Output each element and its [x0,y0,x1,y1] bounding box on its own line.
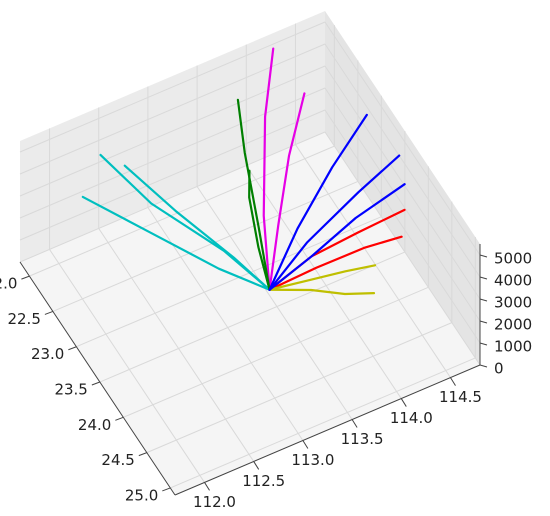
tick-mark [302,440,309,449]
x-tick-label: 23.5 [54,381,87,399]
grid-line [52,180,359,312]
tick-mark [138,452,147,457]
trajectory [268,113,368,291]
grid-line [324,21,481,256]
tick-mark [479,254,488,258]
tick-mark [21,275,30,280]
x-tick-label: 22.0 [0,275,17,293]
tick-mark [204,482,210,491]
trajectory [268,264,377,291]
right-wall-pane [325,11,480,365]
grid-line [324,65,481,300]
z-tick-label: 3000 [494,294,532,312]
grid-line [324,87,481,322]
tick-mark [68,346,77,351]
y-tick-label: 114.5 [439,388,482,406]
y-tick-label: 113.5 [341,430,384,448]
grid-line [49,249,205,483]
grid-line [147,207,304,441]
z-tick-label: 0 [494,360,504,378]
x-tick-label: 24.0 [78,416,111,434]
z-tick-label: 5000 [494,250,532,268]
tick-mark [479,364,488,368]
tick-mark [162,487,171,492]
tick-mark [450,377,456,386]
x-tick-label: 23.0 [31,345,64,363]
x-tick-label: 25.0 [125,486,158,504]
grid-line [19,65,326,197]
grid-line [245,165,402,399]
y-tick-label: 114.0 [390,409,433,427]
grid-line [170,357,476,489]
y-axis-line [174,364,481,496]
tick-mark [479,276,488,280]
grid-line [324,43,481,278]
grid-line [19,87,326,219]
z-tick-label: 1000 [494,338,532,356]
grid-line [99,251,406,383]
trajectory [268,154,401,291]
grid-line [196,186,353,420]
trajectory [268,92,306,291]
grid-line [295,144,451,378]
grid-line [19,21,326,153]
x-tick-label: 22.5 [7,310,40,328]
left-wall-pane [20,11,325,262]
tick-mark [44,310,54,315]
grid-line [19,131,326,263]
z-tick-label: 4000 [494,272,532,290]
tick-mark [479,320,488,324]
grid-line [19,109,326,241]
trajectory [262,47,275,291]
z-tick-label: 2000 [494,316,532,334]
trajectory [268,183,406,291]
trajectory [268,235,403,291]
trajectory [236,98,271,291]
y-tick-label: 112.5 [242,472,285,490]
y-tick-label: 112.0 [193,493,236,511]
grid-line [324,131,481,366]
tick-mark [253,461,260,470]
x-tick-label: 24.5 [101,451,134,469]
floor-pane [20,132,480,495]
trajectory [123,164,271,291]
tick-mark [479,298,488,302]
trajectory [268,288,376,296]
grid-line [98,228,255,462]
trajectory [248,169,271,291]
grid-line [123,286,429,418]
tick-mark [115,416,124,421]
tick-mark [400,398,407,407]
tick-mark [351,419,358,428]
grid-line [146,322,453,454]
tick-mark [91,381,101,386]
tick-mark [479,342,488,346]
grid-line [29,145,335,277]
grid-line [19,43,326,175]
grid-line [324,109,481,344]
x-axis-line [19,261,176,496]
trajectory [81,195,271,291]
y-tick-label: 113.0 [291,451,334,469]
